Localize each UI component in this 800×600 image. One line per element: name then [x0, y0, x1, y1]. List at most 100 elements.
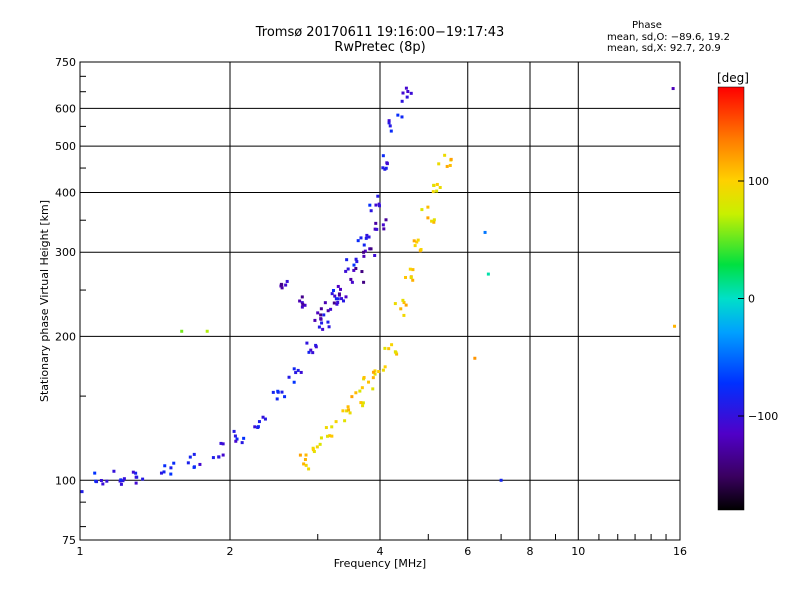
scatter-point — [354, 391, 358, 395]
scatter-point — [180, 329, 184, 333]
colorbar-tick-label: 100 — [748, 175, 769, 188]
scatter-point — [320, 321, 324, 325]
scatter-point — [300, 295, 304, 299]
scatter-point — [327, 325, 331, 329]
scatter-point — [413, 244, 417, 248]
scatter-point — [435, 182, 439, 186]
scatter-point — [356, 239, 360, 243]
scatter-point — [431, 190, 435, 194]
scatter-point — [330, 292, 334, 296]
scatter-point — [324, 426, 328, 430]
scatter-point — [377, 370, 381, 374]
scatter-point — [371, 376, 375, 380]
scatter-point — [396, 113, 400, 117]
scatter-point — [359, 236, 363, 240]
x-axis-label: Frequency [MHz] — [334, 557, 426, 570]
scatter-point — [349, 277, 353, 281]
scatter-point — [334, 297, 338, 301]
scatter-point — [296, 368, 300, 372]
scatter-point — [415, 240, 419, 244]
plot-frame — [79, 61, 681, 541]
scatter-point — [276, 389, 280, 393]
x-tick-label: 8 — [527, 545, 534, 558]
scatter-point — [280, 283, 284, 287]
scatter-point — [382, 227, 386, 231]
scatter-point — [400, 115, 404, 119]
scatter-point — [341, 409, 345, 413]
scatter-point — [345, 409, 349, 413]
scatter-point — [350, 280, 354, 284]
scatter-point — [371, 370, 375, 374]
scatter-point — [387, 119, 391, 123]
scatter-point — [443, 153, 447, 157]
scatter-point — [112, 469, 116, 473]
scatter-point — [358, 389, 362, 393]
scatter-point — [405, 95, 409, 99]
scatter-point — [352, 263, 356, 267]
scatter-point — [383, 346, 387, 350]
scatter-point — [312, 450, 316, 454]
scatter-point — [192, 465, 196, 469]
scatter-point — [374, 203, 378, 207]
scatter-point — [292, 380, 296, 384]
scatter-point — [401, 298, 405, 302]
scatter-point — [411, 268, 415, 272]
scatter-point — [344, 295, 348, 299]
x-tick-label: 1 — [77, 545, 84, 558]
scatter-point — [388, 124, 392, 128]
scatter-point — [234, 439, 238, 443]
scatter-point — [309, 348, 313, 352]
scatter-point — [432, 218, 436, 222]
scatter-point — [323, 301, 327, 305]
scatter-point — [360, 386, 364, 390]
scatter-point — [319, 436, 323, 440]
scatter-point — [93, 471, 97, 475]
scatter-point — [172, 461, 176, 465]
scatter-point — [673, 324, 677, 328]
scatter-point — [369, 247, 373, 251]
scatter-point — [299, 370, 303, 374]
chart-title: Tromsø 20170611 19:16:00−19:17:43 — [255, 25, 505, 40]
scatter-point — [121, 479, 125, 483]
x-axis-ticks: 1 2 4 6 8 10 16 — [77, 534, 687, 558]
scatter-point — [383, 365, 387, 369]
scatter-point — [283, 395, 287, 399]
y-tick-label: 500 — [55, 140, 76, 153]
scatter-point — [221, 442, 225, 446]
scatter-point — [221, 453, 225, 457]
scatter-point — [449, 157, 453, 161]
y-tick-label: 300 — [55, 246, 76, 259]
colorbar-tick-label: 0 — [748, 293, 755, 306]
scatter-point — [134, 481, 138, 485]
scatter-point — [99, 478, 103, 482]
scatter-point — [430, 219, 434, 223]
scatter-point — [384, 166, 388, 170]
scatter-point — [122, 477, 126, 481]
scatter-point — [362, 376, 366, 380]
scatter-point — [321, 327, 325, 331]
scatter-point — [314, 343, 318, 347]
scatter-point — [101, 482, 105, 486]
scatter-point — [400, 99, 404, 103]
scatter-point — [364, 236, 368, 240]
scatter-point — [411, 278, 415, 282]
scatter-point — [319, 313, 323, 317]
scatter-point — [385, 162, 389, 166]
scatter-point — [416, 238, 420, 242]
scatter-point — [381, 368, 385, 372]
scatter-point — [348, 411, 352, 415]
x-tick-label: 10 — [571, 545, 585, 558]
scatter-point — [163, 464, 167, 468]
y-tick-label: 75 — [62, 534, 76, 547]
phase-o-stats: mean, sd,O: −89.6, 19.2 — [607, 32, 730, 43]
scatter-point — [319, 317, 323, 321]
scatter-point — [233, 434, 237, 438]
scatter-point — [330, 434, 334, 438]
scatter-point — [301, 302, 305, 306]
scatter-point — [318, 442, 322, 446]
scatter-point — [105, 479, 109, 483]
scatter-point — [159, 471, 163, 475]
scatter-point — [409, 91, 413, 95]
scatter-point — [345, 258, 349, 262]
scatter-point — [261, 415, 265, 419]
